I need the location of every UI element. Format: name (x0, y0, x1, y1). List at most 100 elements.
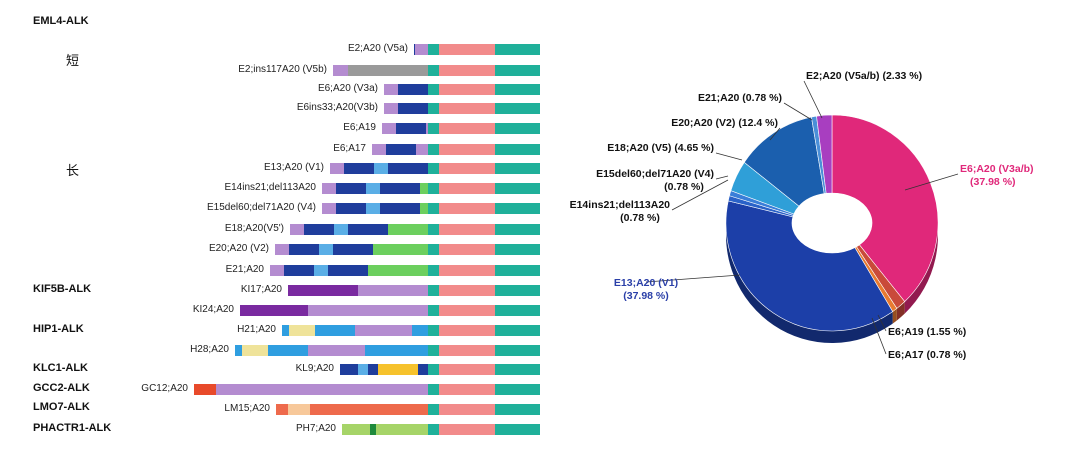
short-label: 短 (66, 54, 80, 69)
fusion-partner-segment (268, 345, 308, 356)
fusion-partner-segment (365, 345, 428, 356)
alk-domain-segment (428, 123, 439, 134)
leader-line (783, 102, 813, 121)
variant-label: H21;A20 (237, 324, 276, 335)
alk-domain-segment (439, 325, 495, 336)
variant-label: E6;A17 (333, 143, 366, 154)
fusion-partner-segment (366, 183, 380, 194)
alk-domain-segment (439, 203, 495, 214)
alk-domain-segment (495, 424, 540, 435)
alk-domain-segment (428, 265, 439, 276)
fusion-partner-segment (315, 325, 355, 336)
variant-label: E6;A20 (V3a) (317, 83, 378, 94)
alk-domain-segment (495, 325, 540, 336)
fusion-partner-segment (416, 144, 428, 155)
variant-label: E2;ins117A20 (V5b) (238, 64, 327, 75)
fusion-partner-segment (304, 224, 334, 235)
leader-line (871, 317, 887, 355)
fusion-partner-segment (288, 404, 310, 415)
alk-domain-segment (428, 144, 439, 155)
pie-slice-percent-label: (0.78 %) (620, 212, 660, 224)
alk-domain-segment (439, 65, 495, 76)
fusion-partner-segment (355, 325, 412, 336)
alk-domain-segment (495, 163, 540, 174)
pie-slice-label: E6;A17 (0.78 %) (888, 349, 966, 361)
fusion-partner-segment (340, 364, 358, 375)
alk-domain-segment (495, 44, 540, 55)
variant-label: E15del60;del71A20 (V4) (207, 202, 316, 213)
fusion-partner-segment (310, 404, 428, 415)
variant-label: KL9;A20 (295, 363, 334, 374)
alk-domain-segment (439, 364, 495, 375)
variant-label: E18;A20(V5') (224, 223, 284, 234)
variant-label: KI24;A20 (192, 304, 234, 315)
alk-domain-segment (439, 224, 495, 235)
alk-domain-segment (439, 345, 495, 356)
variant-label: KI17;A20 (240, 284, 282, 295)
alk-domain-segment (428, 44, 439, 55)
variant-label: PH7;A20 (295, 423, 336, 434)
fusion-partner-label: KLC1-ALK (33, 362, 88, 374)
alk-domain-segment (439, 244, 495, 255)
fusion-partner-segment (330, 163, 344, 174)
fusion-partner-segment (388, 163, 428, 174)
alk-domain-segment (495, 404, 540, 415)
variant-label: GC12;A20 (141, 383, 188, 394)
leader-line (877, 314, 887, 332)
alk-domain-segment (495, 285, 540, 296)
fusion-partner-segment (348, 224, 388, 235)
fusion-partner-label: PHACTR1-ALK (33, 422, 112, 434)
fusion-partner-segment (412, 325, 428, 336)
fusion-partner-segment (415, 44, 428, 55)
alk-domain-segment (428, 325, 439, 336)
fusion-partner-segment (333, 65, 348, 76)
variant-label: E6;A19 (343, 122, 376, 133)
fusion-partner-segment (420, 183, 428, 194)
fusion-partner-segment (366, 203, 380, 214)
pie-slice-label: E18;A20 (V5) (4.65 %) (607, 142, 714, 154)
leader-line (715, 175, 729, 180)
pie-slice-percent-label: (0.78 %) (664, 181, 704, 193)
leader-line (671, 179, 729, 211)
variant-label: E6ins33;A20(V3b) (296, 102, 378, 113)
pie-slice-label: E14ins21;del113A20 (570, 199, 671, 211)
alk-domain-segment (495, 265, 540, 276)
fusion-partner-segment (194, 384, 216, 395)
fusion-partner-segment (420, 203, 428, 214)
pie-slice-label: E2;A20 (V5a/b) (2.33 %) (806, 70, 922, 82)
donut-hole (792, 193, 872, 253)
alk-domain-segment (495, 123, 540, 134)
fusion-partner-segment (388, 224, 428, 235)
variant-label: E13;A20 (V1) (263, 162, 324, 173)
alk-domain-segment (495, 224, 540, 235)
fusion-partner-segment (314, 265, 328, 276)
fusion-partner-segment (398, 103, 428, 114)
alk-domain-segment (439, 84, 495, 95)
alk-domain-segment (428, 424, 439, 435)
alk-domain-segment (495, 203, 540, 214)
fusion-partner-segment (386, 144, 416, 155)
fusion-partner-label: KIF5B-ALK (33, 283, 92, 295)
alk-domain-segment (495, 244, 540, 255)
fusion-partner-segment (276, 404, 288, 415)
alk-domain-segment (428, 404, 439, 415)
pie-slice-label: E13;A20 (V1) (614, 277, 678, 289)
alk-domain-segment (428, 65, 439, 76)
variant-label: H28;A20 (190, 344, 229, 355)
alk-domain-segment (495, 84, 540, 95)
fusion-partner-segment (288, 285, 358, 296)
fusion-partner-segment (290, 224, 304, 235)
alk-domain-segment (495, 144, 540, 155)
fusion-partner-segment (373, 244, 428, 255)
alk-domain-segment (439, 384, 495, 395)
fusion-partner-segment (240, 305, 308, 316)
alk-domain-segment (495, 345, 540, 356)
fusion-partner-segment (334, 224, 348, 235)
alk-domain-segment (428, 103, 439, 114)
pie-slice-percent-label: (37.98 %) (970, 176, 1016, 188)
fusion-partner-segment (426, 123, 428, 134)
pie-slice-depth (892, 308, 897, 324)
pie-slice-label: E20;A20 (V2) (12.4 %) (671, 117, 778, 129)
alk-domain-segment (495, 65, 540, 76)
